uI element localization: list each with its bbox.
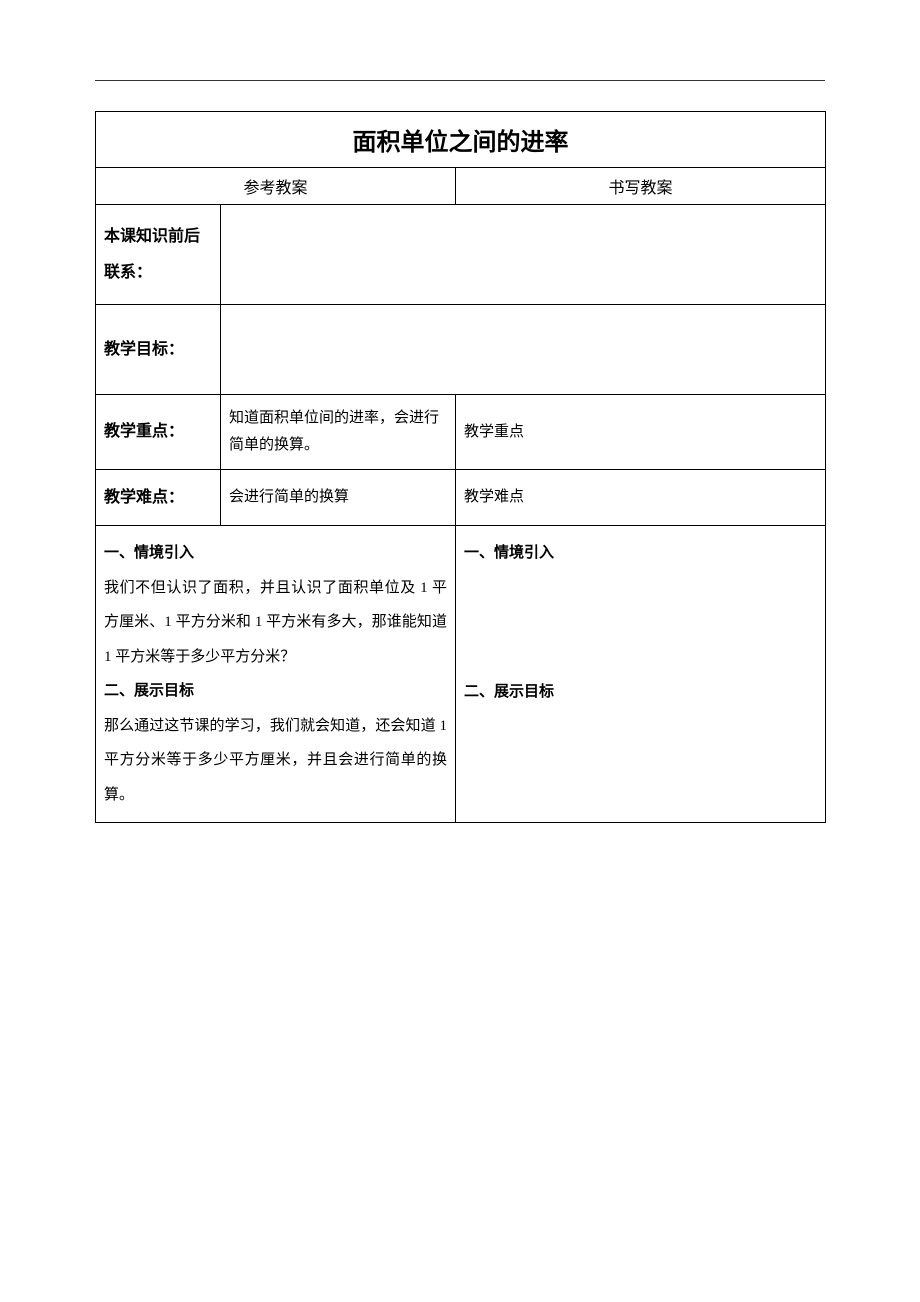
difficulty-row: 教学难点： 会进行简单的换算 教学难点 [96,470,826,526]
prerequisite-value [221,205,826,305]
lesson-title: 面积单位之间的进率 [96,112,826,168]
right-spacer-1 [464,571,817,675]
difficulty-label: 教学难点： [96,470,221,526]
difficulty-right-label: 教学难点 [456,470,826,526]
title-row: 面积单位之间的进率 [96,112,826,168]
left-section1-text: 我们不但认识了面积，并且认识了面积单位及 1 平方厘米、1 平方分米和 1 平方… [104,571,447,675]
left-section1-heading: 一、情境引入 [104,536,447,571]
body-row: 一、情境引入 我们不但认识了面积，并且认识了面积单位及 1 平方厘米、1 平方分… [96,526,826,823]
prerequisite-label: 本课知识前后联系： [96,205,221,305]
header-reference-plan: 参考教案 [96,168,456,205]
objective-label: 教学目标： [96,305,221,395]
right-section1-heading: 一、情境引入 [464,536,817,571]
body-right: 一、情境引入 二、展示目标 [456,526,826,823]
right-section2-heading: 二、展示目标 [464,675,817,710]
keypoint-right-label: 教学重点 [456,395,826,470]
column-header-row: 参考教案 书写教案 [96,168,826,205]
keypoint-row: 教学重点： 知道面积单位间的进率，会进行简单的换算。 教学重点 [96,395,826,470]
left-section2-heading: 二、展示目标 [104,674,447,709]
keypoint-value: 知道面积单位间的进率，会进行简单的换算。 [221,395,456,470]
prerequisite-row: 本课知识前后联系： [96,205,826,305]
difficulty-value: 会进行简单的换算 [221,470,456,526]
objective-value [221,305,826,395]
header-rule [95,80,825,81]
left-section2-text: 那么通过这节课的学习，我们就会知道，还会知道 1 平方分米等于多少平方厘米，并且… [104,709,447,813]
lesson-plan-table: 面积单位之间的进率 参考教案 书写教案 本课知识前后联系： 教学目标： 教学重点… [95,111,826,823]
keypoint-label: 教学重点： [96,395,221,470]
objective-row: 教学目标： [96,305,826,395]
header-written-plan: 书写教案 [456,168,826,205]
body-left: 一、情境引入 我们不但认识了面积，并且认识了面积单位及 1 平方厘米、1 平方分… [96,526,456,823]
horizontal-rule [95,80,825,81]
